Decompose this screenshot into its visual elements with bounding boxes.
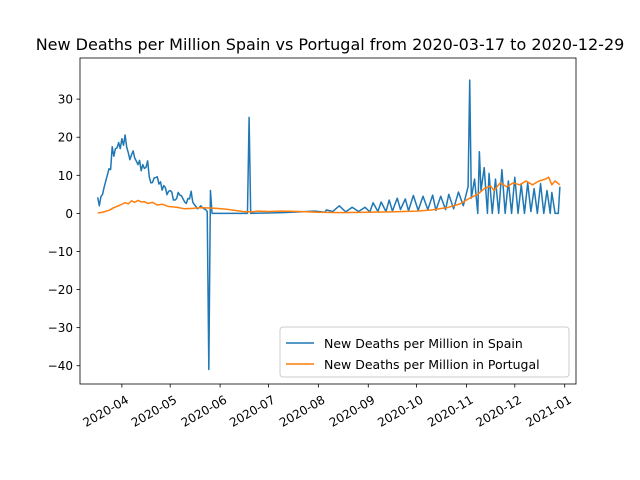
y-tick-label: 0 — [65, 207, 73, 221]
legend-label-portugal: New Deaths per Million in Portugal — [324, 357, 540, 372]
chart-title: New Deaths per Million Spain vs Portugal… — [36, 35, 625, 54]
legend: New Deaths per Million in Spain New Deat… — [279, 326, 570, 378]
y-tick-label: 30 — [58, 93, 73, 107]
y-tick-label: −40 — [48, 359, 73, 373]
legend-box — [279, 326, 570, 378]
y-tick-label: −20 — [48, 283, 73, 297]
y-tick-label: 20 — [58, 131, 73, 145]
y-tick-label: 10 — [58, 169, 73, 183]
legend-label-spain: New Deaths per Million in Spain — [324, 336, 523, 351]
series-line-spain — [96, 79, 561, 371]
plot-area — [96, 79, 561, 371]
axes-frame — [79, 57, 577, 385]
y-axis: −40 −30 −20 −10 0 10 20 30 — [48, 93, 80, 373]
y-tick-label: −10 — [48, 245, 73, 259]
y-tick-label: −30 — [48, 321, 73, 335]
series-line-portugal — [97, 176, 561, 214]
